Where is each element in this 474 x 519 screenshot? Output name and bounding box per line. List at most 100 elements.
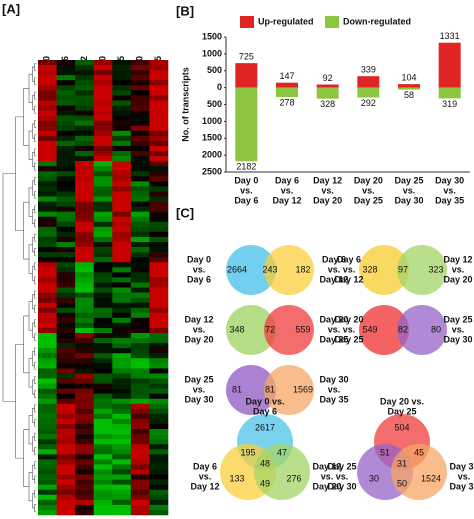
heatmap-cell bbox=[38, 196, 57, 202]
heatmap-cell bbox=[93, 383, 113, 389]
heatmap-cell bbox=[93, 80, 113, 86]
heatmap-cell bbox=[75, 363, 95, 369]
heatmap-cell bbox=[75, 110, 95, 116]
heatmap-cell bbox=[93, 201, 113, 207]
heatmap-cell bbox=[130, 474, 150, 480]
heatmap-cell bbox=[130, 65, 150, 71]
heatmap-cell bbox=[56, 348, 76, 354]
heatmap-cell bbox=[75, 115, 95, 121]
heatmap-cell bbox=[56, 302, 76, 309]
heatmap-cell bbox=[149, 373, 169, 379]
label-line: vs. bbox=[281, 185, 294, 195]
heatmap-cell bbox=[112, 151, 132, 157]
heatmap-cell bbox=[130, 408, 150, 415]
heatmap-cell bbox=[149, 166, 169, 172]
heatmap-cell bbox=[93, 257, 113, 263]
heatmap-cell bbox=[75, 196, 95, 202]
heatmap-cell bbox=[56, 292, 76, 298]
heatmap-cell bbox=[130, 226, 150, 233]
heatmap-cell bbox=[75, 383, 95, 389]
heatmap-cell bbox=[56, 327, 76, 334]
heatmap-cell bbox=[38, 277, 57, 283]
heatmap-cell bbox=[56, 424, 76, 430]
heatmap-cell bbox=[93, 221, 113, 228]
heatmap-cell bbox=[93, 368, 113, 374]
dendrogram bbox=[34, 191, 37, 199]
heatmap-cell bbox=[112, 307, 132, 314]
heatmap-cell bbox=[56, 393, 76, 400]
heatmap-cell bbox=[112, 368, 132, 374]
label-line: Day 30 bbox=[449, 461, 474, 471]
heatmap-cell bbox=[112, 90, 132, 96]
legend-swatch bbox=[325, 16, 339, 28]
heatmap-cell bbox=[149, 206, 169, 212]
dendrogram bbox=[34, 290, 37, 299]
heatmap-cell bbox=[149, 186, 169, 192]
heatmap-cell bbox=[93, 504, 113, 511]
heatmap-cell bbox=[93, 434, 113, 440]
heatmap-cell bbox=[38, 333, 57, 339]
bar bbox=[438, 87, 461, 99]
heatmap-cell bbox=[149, 464, 169, 470]
label-line: Day 25 bbox=[443, 314, 472, 324]
venn-circle bbox=[226, 245, 276, 295]
dendrogram bbox=[34, 219, 37, 228]
bar bbox=[276, 82, 298, 88]
heatmap-cell bbox=[130, 211, 150, 218]
heatmap-cell bbox=[130, 221, 150, 228]
heatmap-cell bbox=[149, 333, 169, 339]
heatmap-cell bbox=[149, 181, 169, 187]
label-line: Day 20 bbox=[313, 195, 342, 205]
heatmap-cell bbox=[93, 413, 113, 420]
heatmap-cell bbox=[56, 474, 76, 480]
heatmap-cell bbox=[56, 333, 76, 339]
heatmap-cell bbox=[130, 424, 150, 430]
heatmap-cell bbox=[149, 398, 169, 405]
label-line: vs. bbox=[452, 324, 465, 334]
dendrogram bbox=[34, 390, 37, 398]
heatmap-cell bbox=[130, 282, 150, 288]
heatmap-cell bbox=[130, 504, 150, 511]
heatmap-cell bbox=[93, 90, 113, 96]
heatmap-cell bbox=[149, 236, 169, 243]
heatmap-cell bbox=[93, 327, 113, 334]
label-line: Day 30 bbox=[394, 195, 423, 205]
heatmap-cell bbox=[149, 252, 169, 258]
heatmap-cell bbox=[75, 120, 95, 127]
heatmap-cell bbox=[38, 80, 57, 86]
heatmap-cell bbox=[130, 434, 150, 440]
heatmap-cell bbox=[56, 105, 76, 111]
heatmap-cell bbox=[112, 383, 132, 389]
bar bbox=[316, 87, 339, 99]
dendrogram bbox=[32, 180, 35, 196]
heatmap-cell bbox=[93, 454, 113, 460]
dendrogram bbox=[34, 304, 37, 313]
label-line: vs. bbox=[193, 384, 206, 394]
heatmap-cell bbox=[130, 484, 150, 491]
heatmap-cell bbox=[38, 221, 57, 228]
label-line: Day 12 bbox=[313, 175, 342, 185]
heatmap-cell bbox=[56, 120, 76, 127]
heatmap-cell bbox=[112, 469, 132, 475]
heatmap-cell bbox=[149, 226, 169, 233]
heatmap-cell bbox=[75, 343, 95, 349]
bar bbox=[398, 87, 420, 90]
dendrogram bbox=[32, 379, 35, 395]
heatmap-cell bbox=[149, 156, 169, 162]
heatmap-cell bbox=[56, 236, 76, 243]
heatmap-cell bbox=[75, 429, 95, 435]
heatmap-cell bbox=[38, 413, 57, 420]
heatmap-cell bbox=[149, 70, 169, 76]
heatmap-cell bbox=[149, 429, 169, 435]
heatmap-cell bbox=[130, 267, 150, 273]
heatmap-cell bbox=[75, 125, 95, 132]
heatmap-cell bbox=[112, 424, 132, 430]
heatmap-cell bbox=[130, 70, 150, 76]
heatmap-cell bbox=[149, 277, 169, 283]
heatmap-cell bbox=[38, 206, 57, 212]
heatmap-cell bbox=[149, 408, 169, 415]
heatmap-cell bbox=[130, 120, 150, 127]
heatmap-cell bbox=[93, 494, 113, 501]
heatmap-cell bbox=[38, 338, 57, 344]
